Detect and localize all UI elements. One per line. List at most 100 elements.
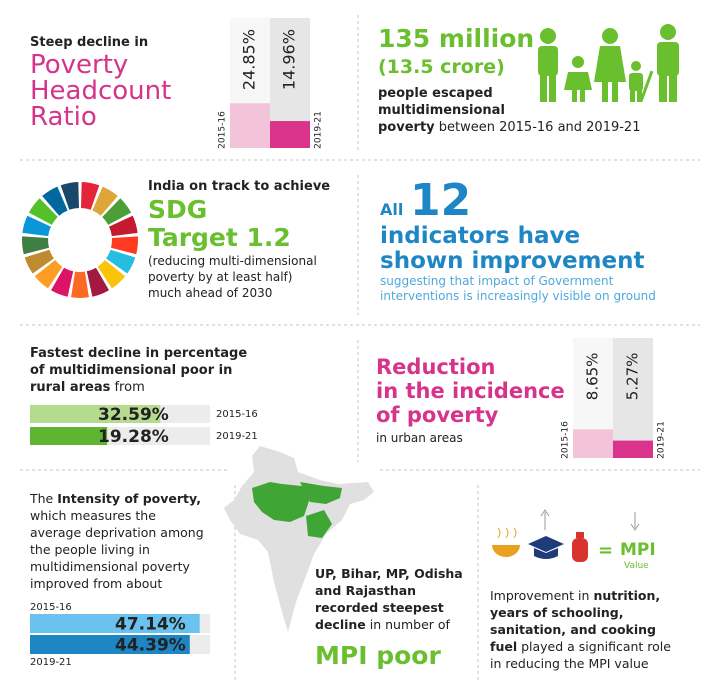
text-line: people escaped bbox=[378, 86, 493, 101]
year-label: 2015-16 bbox=[30, 602, 72, 613]
text-line: Fastest decline in percentage bbox=[30, 346, 247, 361]
sdg-wheel bbox=[21, 182, 139, 298]
text: played a significant role bbox=[517, 639, 671, 654]
text-line: average deprivation among bbox=[30, 525, 204, 540]
all: All bbox=[380, 200, 403, 219]
headline: MPI poor bbox=[315, 641, 441, 670]
bar bbox=[613, 440, 653, 458]
wheel-segment bbox=[34, 260, 63, 289]
equals: = bbox=[598, 540, 613, 561]
title: of poverty bbox=[376, 403, 499, 427]
text-line: of multidimensional poor in bbox=[30, 363, 232, 378]
bold-text: decline bbox=[315, 617, 366, 632]
wheel-segment bbox=[71, 271, 89, 298]
text-line: fuel played a significant role bbox=[490, 639, 671, 654]
subheadline: (13.5 crore) bbox=[378, 56, 505, 78]
bar bbox=[573, 429, 613, 458]
mpi-sub: Value bbox=[624, 561, 649, 571]
text-line: UP, Bihar, MP, Odisha bbox=[315, 566, 463, 581]
text-line: in reducing the MPI value bbox=[490, 656, 649, 671]
text-line: which measures the bbox=[30, 508, 156, 523]
india-map bbox=[224, 446, 374, 632]
year-label: 2019-21 bbox=[314, 111, 324, 149]
mpi-label: MPI bbox=[620, 540, 656, 560]
wheel-segment bbox=[81, 182, 100, 210]
title: Headcount bbox=[30, 76, 171, 106]
column-background bbox=[613, 338, 653, 458]
bold-text: fuel bbox=[490, 639, 517, 654]
wheel-segment bbox=[51, 267, 74, 297]
note: interventions is increasingly visible on… bbox=[380, 289, 656, 303]
text-line: improved from about bbox=[30, 576, 162, 591]
text: between 2015-16 and 2019-21 bbox=[435, 120, 641, 135]
text-line: the people living in bbox=[30, 542, 150, 557]
wheel-segment bbox=[21, 236, 49, 255]
intro: Steep decline in bbox=[30, 35, 148, 50]
title: in the incidence bbox=[376, 379, 565, 403]
year-label: 2019-21 bbox=[657, 421, 667, 459]
value-label: 32.59% bbox=[98, 405, 169, 425]
year-label: 2015-16 bbox=[216, 409, 258, 420]
bold-text: Intensity of poverty, bbox=[57, 491, 201, 506]
bar bbox=[30, 635, 190, 654]
text-line: rural areas from bbox=[30, 380, 145, 395]
text: in number of bbox=[366, 617, 451, 632]
note: much ahead of 2030 bbox=[148, 286, 272, 300]
note: in urban areas bbox=[376, 431, 463, 445]
value-label: 47.14% bbox=[115, 615, 186, 635]
year-label: 2019-21 bbox=[216, 431, 258, 442]
bar bbox=[270, 121, 310, 148]
bar bbox=[30, 614, 200, 633]
bar bbox=[30, 405, 161, 423]
value-label: 24.85% bbox=[240, 29, 259, 90]
wheel-segment bbox=[111, 236, 139, 255]
year-label: 2015-16 bbox=[561, 421, 571, 459]
text: Improvement in bbox=[490, 588, 593, 603]
note: poverty by at least half) bbox=[148, 270, 292, 284]
bar bbox=[30, 427, 108, 445]
year-label: 2015-16 bbox=[218, 111, 228, 149]
headline: 135 million bbox=[378, 24, 534, 53]
value-label: 14.96% bbox=[280, 29, 299, 90]
bold-text: rural areas bbox=[30, 380, 111, 395]
text-line: multidimensional bbox=[378, 103, 505, 118]
text: from bbox=[110, 380, 144, 395]
wheel-segment bbox=[28, 198, 58, 225]
text-line: sanitation, and cooking bbox=[490, 622, 656, 637]
wheel-segment bbox=[24, 249, 54, 274]
text-line: recorded steepest bbox=[315, 600, 444, 615]
text-line: decline in number of bbox=[315, 617, 451, 632]
text-line: The Intensity of poverty, bbox=[29, 491, 201, 506]
title: shown improvement bbox=[380, 248, 644, 274]
wheel-segment bbox=[86, 267, 109, 297]
text-line: multidimensional poverty bbox=[30, 559, 191, 574]
wheel-segment bbox=[97, 260, 126, 289]
text-line: and Rajasthan bbox=[315, 583, 416, 598]
title: SDG bbox=[148, 195, 207, 224]
value-label: 8.65% bbox=[584, 353, 602, 401]
wheel-segment bbox=[106, 249, 136, 274]
bold-text: poverty bbox=[378, 120, 435, 135]
family-icon bbox=[538, 24, 679, 102]
year-label: 2019-21 bbox=[30, 657, 72, 668]
text: The bbox=[29, 491, 57, 506]
wheel-segment bbox=[109, 215, 138, 237]
text-line: poverty between 2015-16 and 2019-21 bbox=[378, 120, 640, 135]
value-label: 5.27% bbox=[624, 353, 642, 401]
title: Reduction bbox=[376, 355, 495, 379]
title: Poverty bbox=[30, 50, 128, 80]
note: suggesting that impact of Government bbox=[380, 274, 614, 288]
text-line: Improvement in nutrition, bbox=[490, 588, 660, 603]
wheel-segment bbox=[42, 186, 68, 216]
wheel-segment bbox=[102, 198, 132, 225]
wheel-segment bbox=[60, 182, 79, 210]
count: 12 bbox=[410, 175, 471, 226]
wheel-segment bbox=[22, 215, 51, 237]
bar bbox=[230, 103, 270, 148]
value-label: 44.39% bbox=[115, 636, 186, 656]
title: Target 1.2 bbox=[148, 223, 291, 252]
title: indicators have bbox=[380, 223, 580, 249]
intro: India on track to achieve bbox=[148, 179, 330, 194]
mpi-icons bbox=[492, 509, 640, 562]
